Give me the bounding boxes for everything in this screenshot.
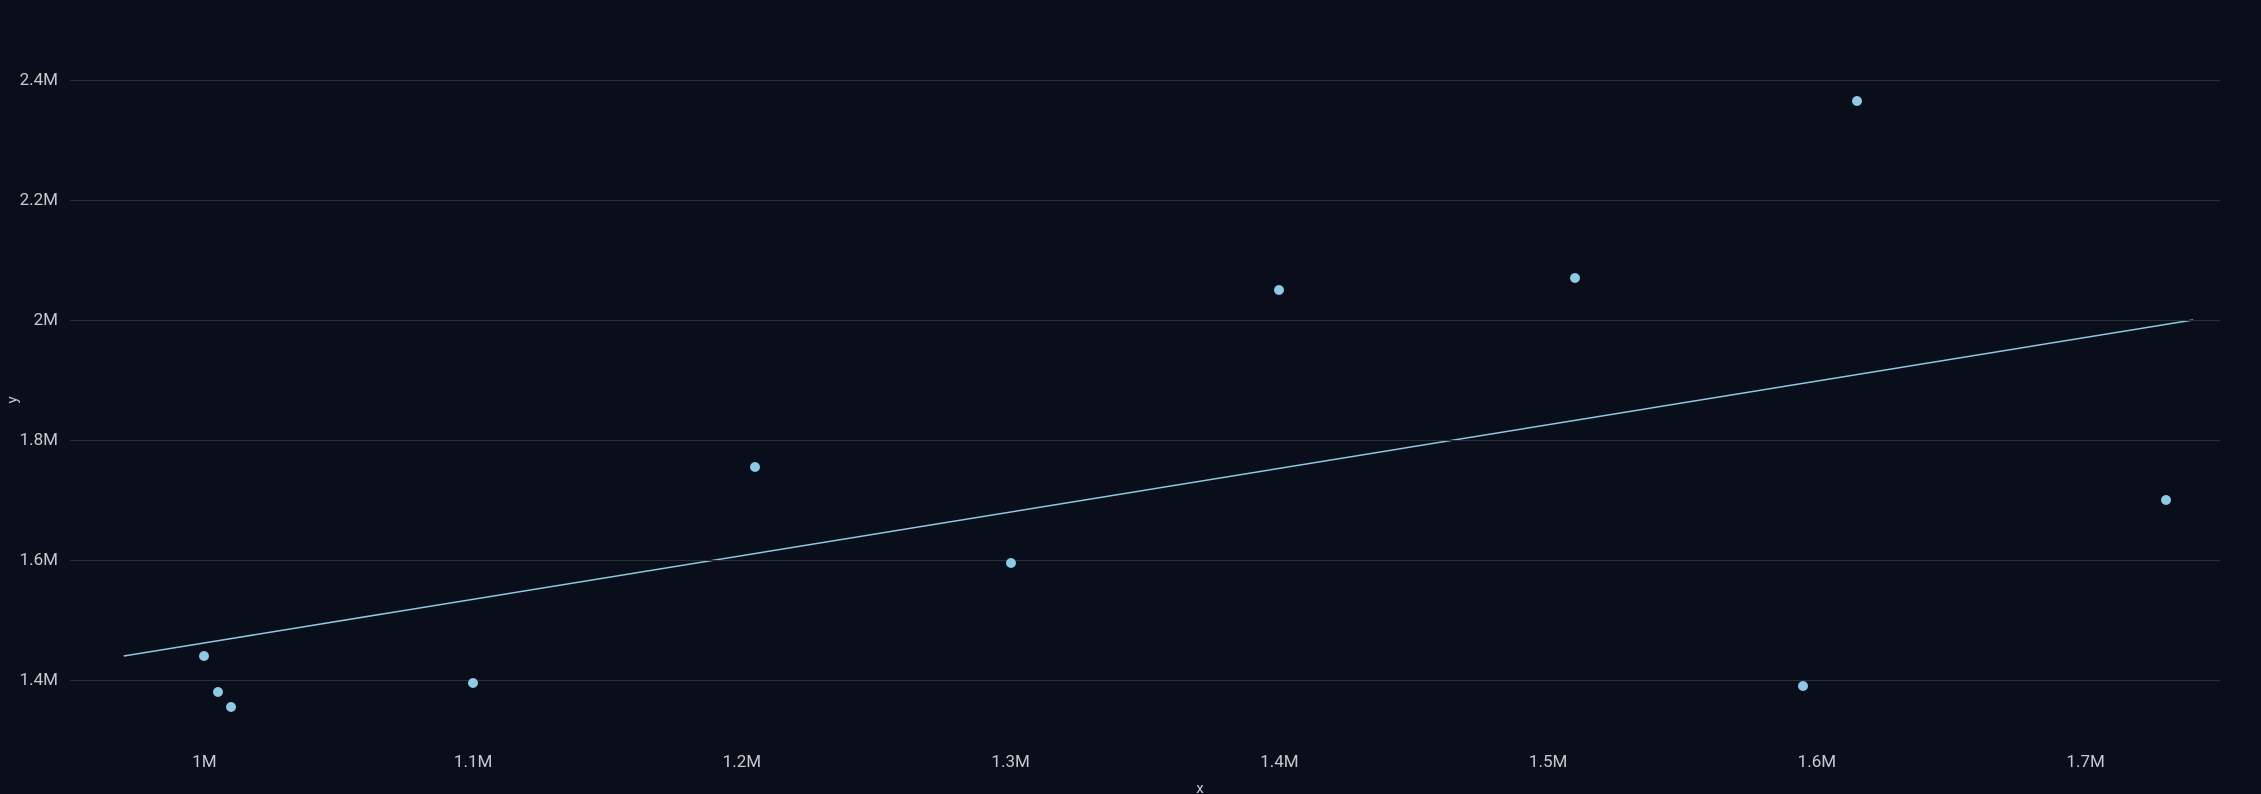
data-point[interactable] — [468, 678, 478, 688]
x-tick-label: 1.5M — [1529, 752, 1567, 772]
trend-line — [124, 320, 2193, 656]
y-axis-label: y — [3, 396, 21, 403]
x-tick-label: 1.7M — [2066, 752, 2104, 772]
y-gridline — [70, 560, 2220, 561]
data-point[interactable] — [750, 462, 760, 472]
data-point[interactable] — [1798, 681, 1808, 691]
plot-area — [70, 20, 2220, 740]
y-tick-label: 1.6M — [0, 550, 58, 570]
y-gridline — [70, 80, 2220, 81]
y-tick-label: 1.8M — [0, 430, 58, 450]
scatter-chart: y x 1.4M 1.6M 1.8M 2M 2.2M 2.4M 1M 1.1M 1.2M 1.3M… — [0, 0, 2261, 794]
x-tick-label: 1.2M — [723, 752, 761, 772]
y-gridline — [70, 200, 2220, 201]
x-axis-label: x — [1196, 779, 1203, 794]
y-gridline — [70, 680, 2220, 681]
y-tick-label: 1.4M — [0, 670, 58, 690]
y-tick-label: 2.4M — [0, 70, 58, 90]
data-point[interactable] — [2161, 495, 2171, 505]
x-tick-label: 1.4M — [1260, 752, 1298, 772]
data-point[interactable] — [226, 702, 236, 712]
y-tick-label: 2.2M — [0, 190, 58, 210]
y-tick-label: 2M — [0, 310, 58, 330]
data-point[interactable] — [199, 651, 209, 661]
x-tick-label: 1.6M — [1798, 752, 1836, 772]
y-gridline — [70, 320, 2220, 321]
data-point[interactable] — [213, 687, 223, 697]
data-point[interactable] — [1274, 285, 1284, 295]
data-point[interactable] — [1006, 558, 1016, 568]
data-point[interactable] — [1852, 96, 1862, 106]
x-tick-label: 1.3M — [991, 752, 1029, 772]
x-tick-label: 1.1M — [454, 752, 492, 772]
trend-line-svg — [70, 20, 2220, 740]
y-gridline — [70, 440, 2220, 441]
x-tick-label: 1M — [192, 752, 216, 772]
data-point[interactable] — [1570, 273, 1580, 283]
